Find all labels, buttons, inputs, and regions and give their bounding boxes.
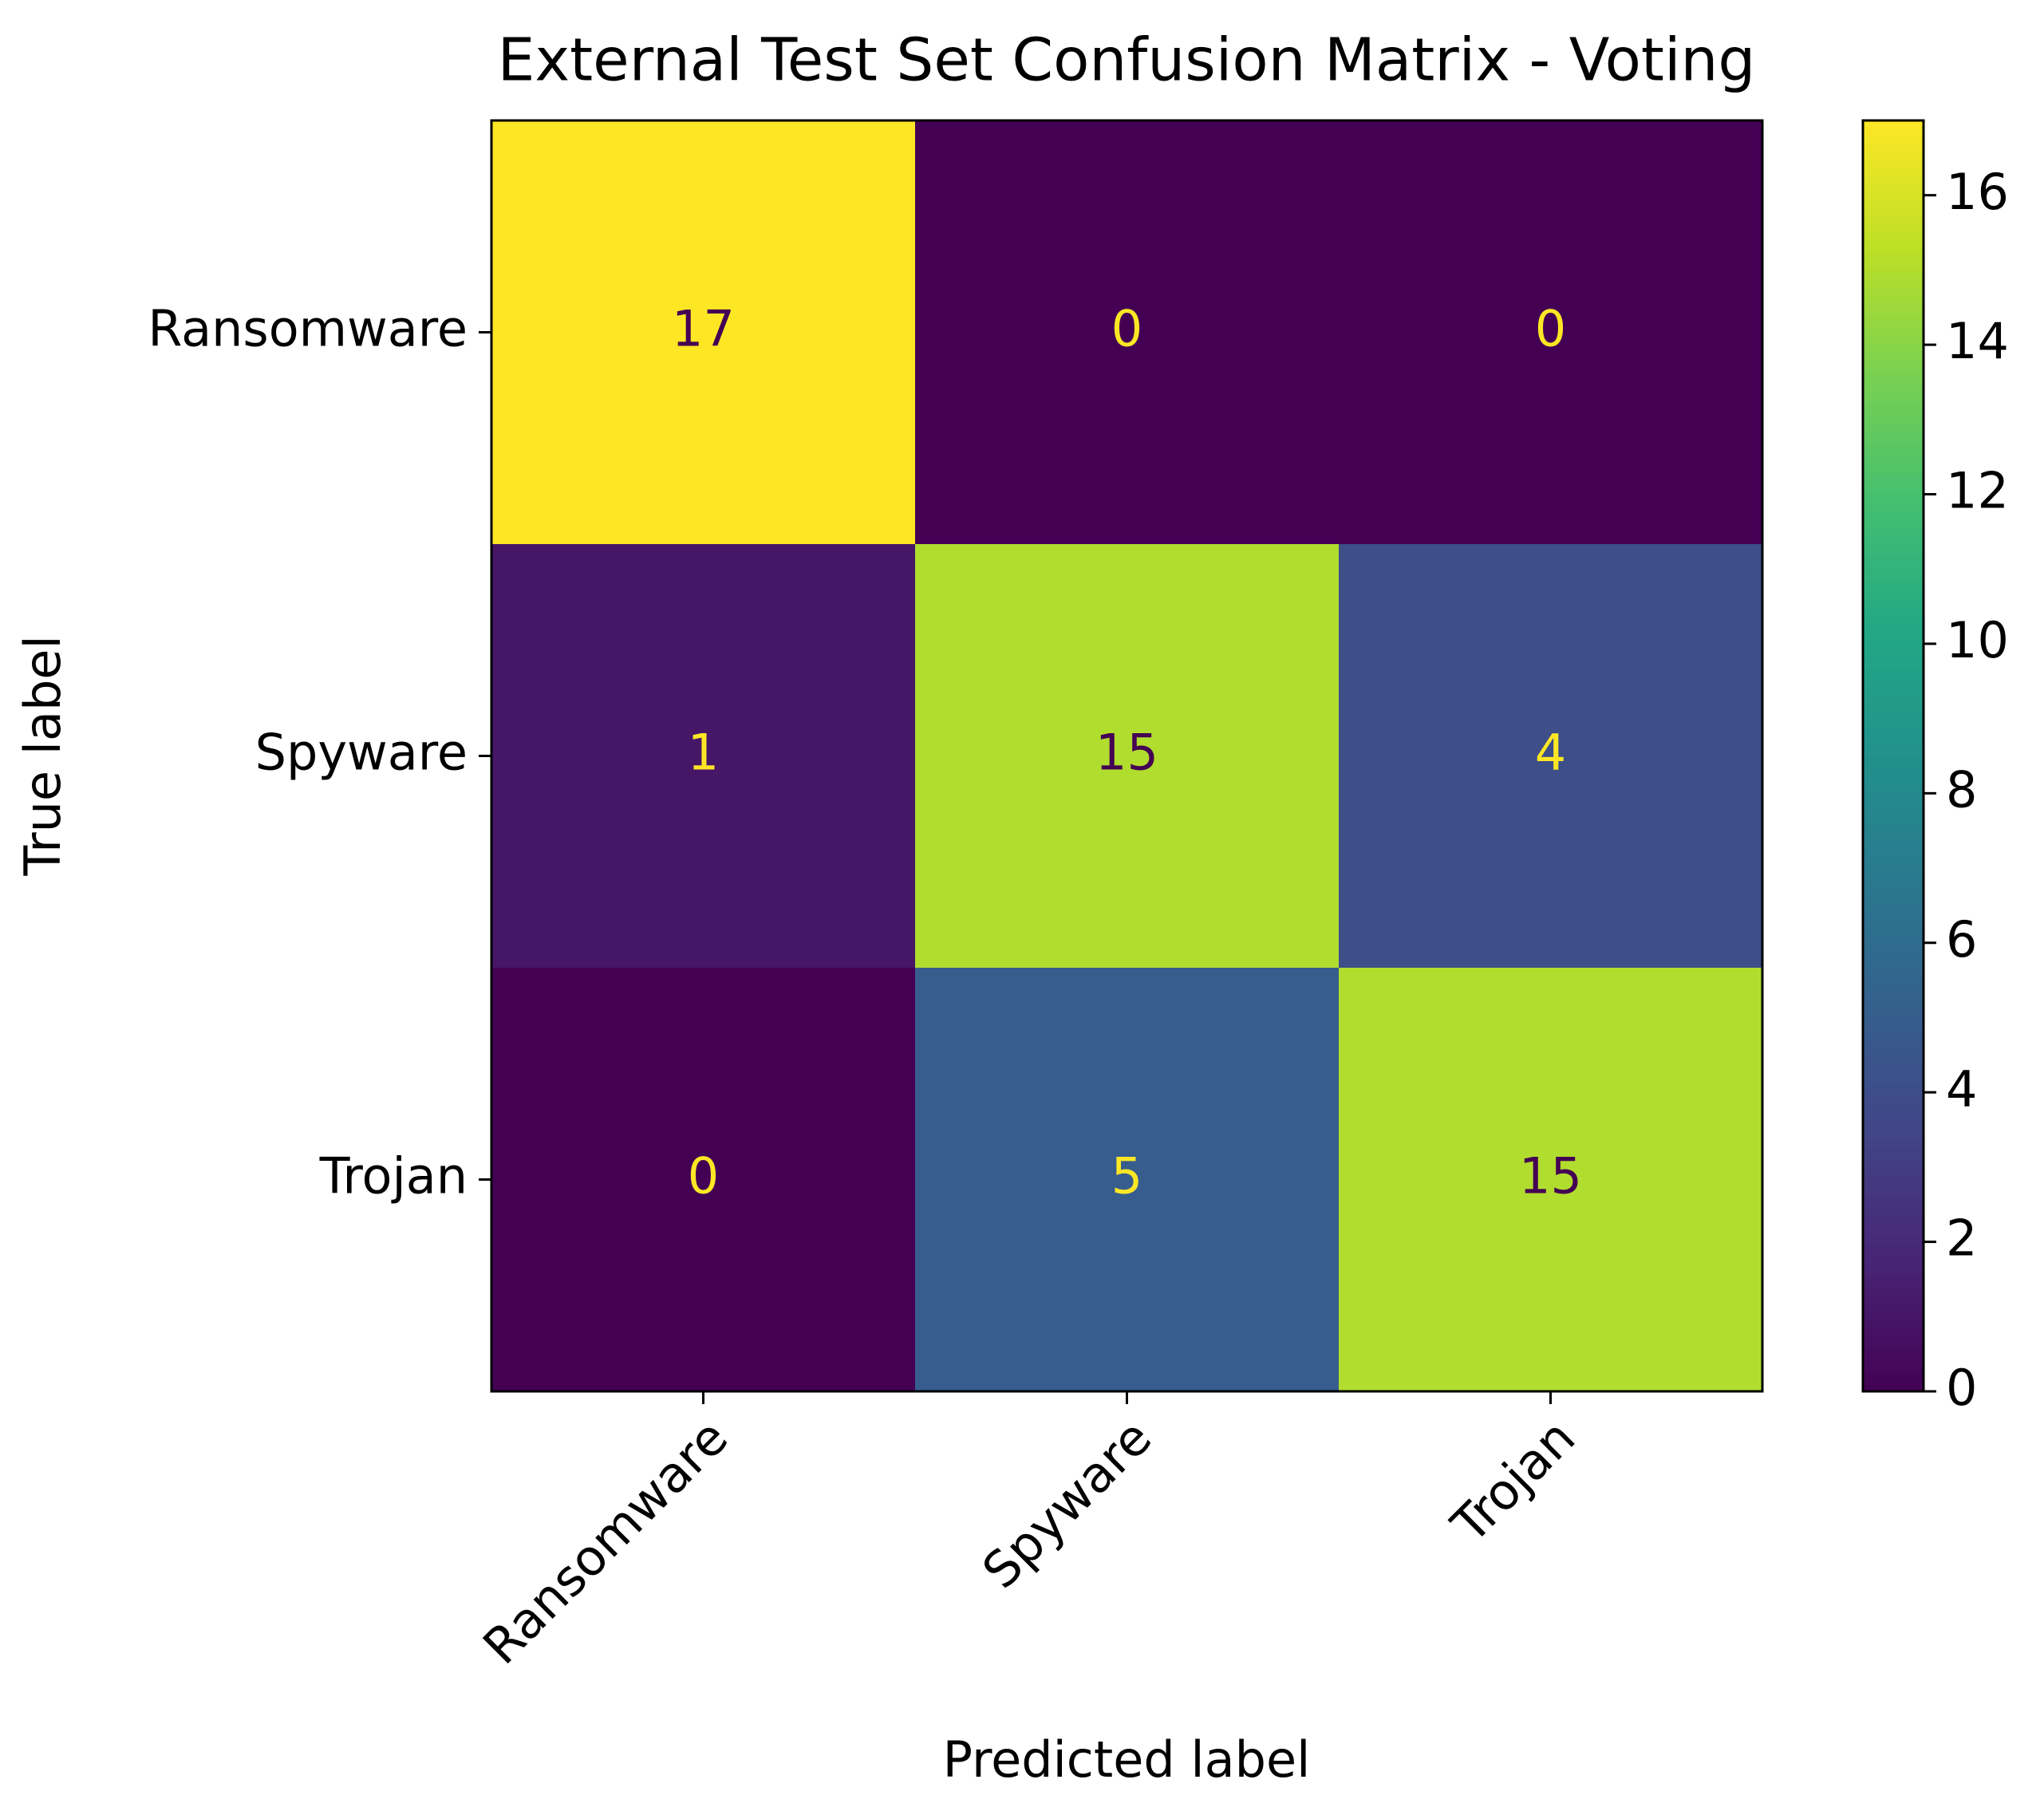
- x-tick-label: Ransomware: [472, 1408, 739, 1675]
- cell-label: 1: [688, 724, 719, 782]
- heatmap-cell: [915, 544, 1340, 969]
- cell-label: 0: [688, 1147, 719, 1205]
- colorbar: [1861, 119, 1925, 1393]
- y-tick-label: Trojan: [319, 1147, 468, 1205]
- colorbar-tick-label: 16: [1946, 163, 2009, 221]
- colorbar-tick-label: 0: [1946, 1359, 1977, 1417]
- cell-label: 17: [672, 300, 735, 358]
- colorbar-tick-label: 10: [1946, 611, 2009, 669]
- y-tick-label: Ransomware: [148, 300, 468, 358]
- colorbar-tick-label: 6: [1946, 910, 1977, 969]
- colorbar-tick-label: 8: [1946, 760, 1977, 819]
- x-tick-label: Trojan: [1440, 1408, 1586, 1554]
- heatmap-cell: [491, 544, 916, 969]
- colorbar-tick-label: 4: [1946, 1059, 1977, 1118]
- x-axis-label: Predicted label: [943, 1730, 1311, 1789]
- cell-label: 0: [1111, 300, 1142, 358]
- cell-label: 15: [1519, 1147, 1582, 1205]
- cell-label: 4: [1535, 724, 1566, 782]
- heatmap-cell: [1339, 544, 1763, 969]
- x-tick-label: Spyware: [971, 1408, 1162, 1600]
- heatmap-cell: [491, 968, 916, 1392]
- cell-label: 15: [1095, 724, 1158, 782]
- colorbar-tick-label: 12: [1946, 462, 2009, 520]
- heatmap-cell: [915, 968, 1340, 1392]
- colorbar-tick-label: 2: [1946, 1209, 1977, 1268]
- cell-label: 5: [1111, 1147, 1142, 1205]
- heatmap-cell: [491, 120, 916, 545]
- chart-title: External Test Set Confusion Matrix - Vot…: [498, 26, 1756, 95]
- cell-label: 0: [1535, 300, 1566, 358]
- colorbar-tick-label: 14: [1946, 312, 2009, 370]
- y-tick-label: Spyware: [255, 724, 468, 782]
- heatmap-cell: [1339, 120, 1763, 545]
- y-axis-label: True label: [14, 635, 72, 876]
- heatmap-cell: [915, 120, 1340, 545]
- heatmap-cell: [1339, 968, 1763, 1392]
